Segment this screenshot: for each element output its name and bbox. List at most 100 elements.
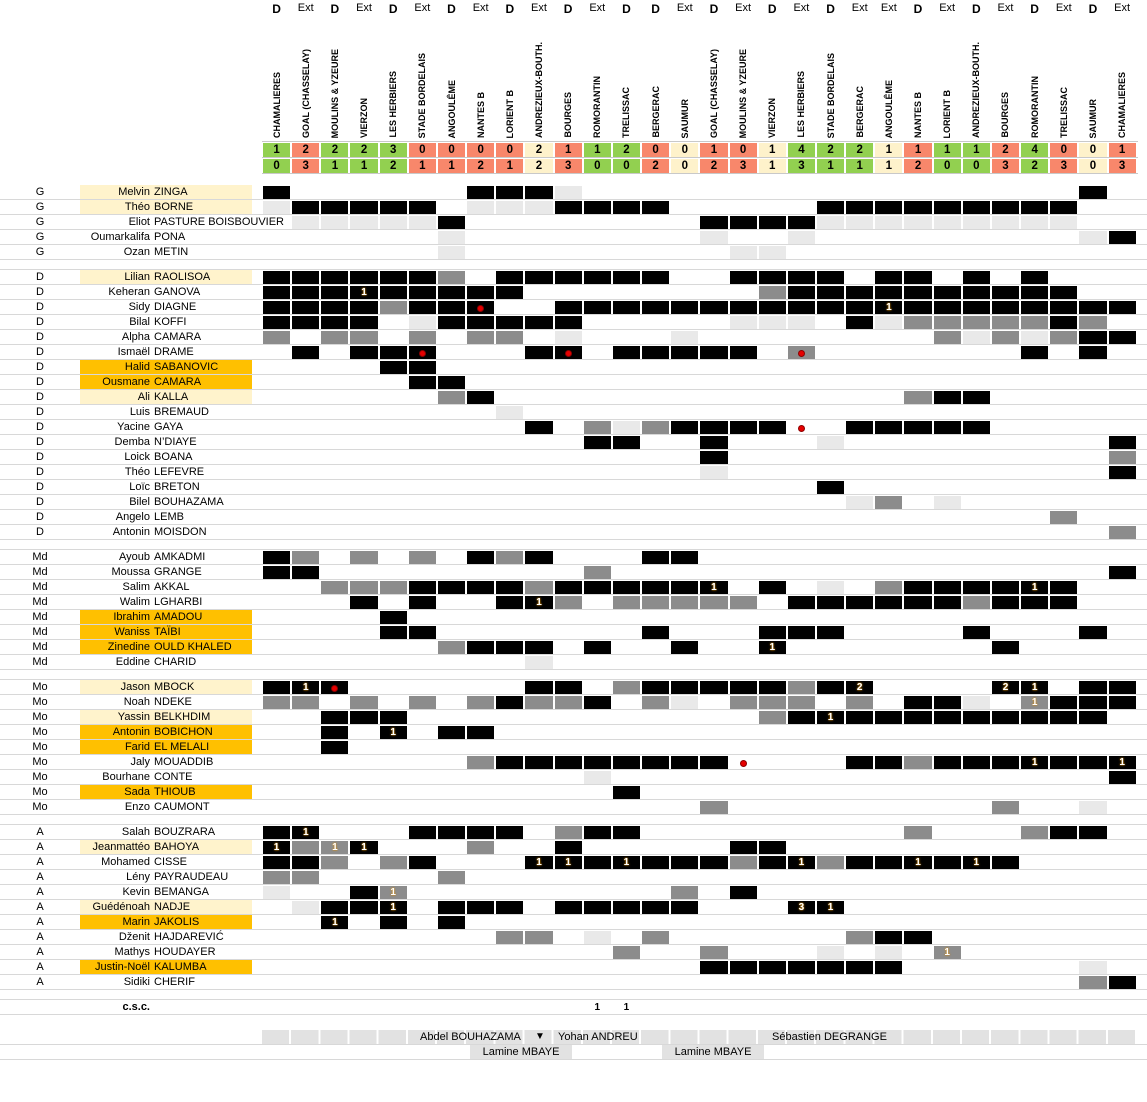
opponent-name-24[interactable]: LORIENT B (933, 18, 962, 140)
player-name[interactable]: Enzo CAUMONT (80, 800, 252, 814)
score_for-16[interactable]: 1 (699, 142, 728, 157)
score_against-29[interactable]: 0 (1078, 158, 1107, 173)
score_for-11[interactable]: 1 (554, 142, 583, 157)
score_against-27[interactable]: 2 (1020, 158, 1049, 173)
player-name[interactable]: Antonin MOISDON (80, 525, 252, 539)
player-name[interactable]: Mathys HOUDAYER (80, 945, 252, 959)
opponent-name-1[interactable]: CHAMALIERES (262, 18, 291, 140)
opponent-name-9[interactable]: LORIENT B (495, 18, 524, 140)
score_against-10[interactable]: 2 (524, 158, 553, 173)
player-name[interactable]: Ayoub AMKADMI (80, 550, 252, 564)
opponent-name-4[interactable]: VIERZON (349, 18, 378, 140)
score_for-8[interactable]: 0 (466, 142, 495, 157)
opponent-name-29[interactable]: SAUMUR (1078, 18, 1107, 140)
player-name[interactable]: Alpha CAMARA (80, 330, 252, 344)
player-name[interactable]: Noah NDEKE (80, 695, 252, 709)
score_against-12[interactable]: 0 (583, 158, 612, 173)
score_for-30[interactable]: 1 (1108, 142, 1137, 157)
player-name[interactable]: Moussa GRANGE (80, 565, 252, 579)
opponent-name-26[interactable]: BOURGES (991, 18, 1020, 140)
player-name[interactable]: Lilian RAOLISOA (80, 270, 252, 284)
player-name[interactable]: Bourhane CONTE (80, 770, 252, 784)
player-name[interactable]: Eddine CHARID (80, 655, 252, 669)
score_for-9[interactable]: 0 (495, 142, 524, 157)
player-name[interactable]: Walim LGHARBI (80, 595, 252, 609)
player-name[interactable]: Mohamed CISSE (80, 855, 252, 869)
opponent-name-8[interactable]: NANTES B (466, 18, 495, 140)
score_for-7[interactable]: 0 (437, 142, 466, 157)
score_for-13[interactable]: 2 (612, 142, 641, 157)
score_against-19[interactable]: 3 (787, 158, 816, 173)
opponent-name-11[interactable]: BOURGES (554, 18, 583, 140)
coach-name-3[interactable]: Sébastien DEGRANGE (772, 1031, 887, 1043)
score_for-14[interactable]: 0 (641, 142, 670, 157)
opponent-name-18[interactable]: VIERZON (758, 18, 787, 140)
opponent-name-22[interactable]: ANGOULÊME (874, 18, 903, 140)
player-name[interactable]: Ousmane CAMARA (80, 375, 252, 389)
score_against-18[interactable]: 1 (758, 158, 787, 173)
score_for-19[interactable]: 4 (787, 142, 816, 157)
score_against-15[interactable]: 0 (670, 158, 699, 173)
player-name[interactable]: Ismaël DRAME (80, 345, 252, 359)
player-name[interactable]: Salah BOUZRARA (80, 825, 252, 839)
opponent-name-7[interactable]: ANGOULÊME (437, 18, 466, 140)
player-name[interactable]: Sidiki CHERIF (80, 975, 252, 989)
score_against-13[interactable]: 0 (612, 158, 641, 173)
player-name[interactable]: Jeanmattéo BAHOYA (80, 840, 252, 854)
player-name[interactable]: Demba N’DIAYE (80, 435, 252, 449)
player-name[interactable]: Salim AKKAL (80, 580, 252, 594)
score_against-4[interactable]: 1 (349, 158, 378, 173)
score_for-17[interactable]: 0 (729, 142, 758, 157)
opponent-name-30[interactable]: CHAMALIERES (1108, 18, 1137, 140)
score_against-2[interactable]: 3 (291, 158, 320, 173)
score_against-30[interactable]: 3 (1108, 158, 1137, 173)
score_against-5[interactable]: 2 (379, 158, 408, 173)
score_for-18[interactable]: 1 (758, 142, 787, 157)
coach-name-1[interactable]: Abdel BOUHAZAMA (420, 1031, 521, 1043)
score_for-23[interactable]: 1 (903, 142, 932, 157)
opponent-name-19[interactable]: LES HERBIERS (787, 18, 816, 140)
player-name[interactable]: Ibrahim AMADOU (80, 610, 252, 624)
opponent-name-28[interactable]: TRELISSAC (1049, 18, 1078, 140)
player-name[interactable]: Ali KALLA (80, 390, 252, 404)
player-name[interactable]: Bilel BOUHAZAMA (80, 495, 252, 509)
score_for-10[interactable]: 2 (524, 142, 553, 157)
score_against-9[interactable]: 1 (495, 158, 524, 173)
opponent-name-16[interactable]: GOAL (CHASSELAY) (699, 18, 728, 140)
score_against-7[interactable]: 1 (437, 158, 466, 173)
score_against-6[interactable]: 1 (408, 158, 437, 173)
opponent-name-6[interactable]: STADE BORDELAIS (408, 18, 437, 140)
score_against-25[interactable]: 0 (962, 158, 991, 173)
score_for-5[interactable]: 3 (379, 142, 408, 157)
player-name[interactable]: Sada THIOUB (80, 785, 252, 799)
player-name[interactable]: Keheran GANOVA (80, 285, 252, 299)
player-name[interactable]: Kevin BEMANGA (80, 885, 252, 899)
player-name[interactable]: Eliot PASTURE BOISBOUVIER (80, 215, 284, 229)
player-name[interactable]: Farid EL MELALI (80, 740, 252, 754)
score_for-25[interactable]: 1 (962, 142, 991, 157)
assistant-coach-1[interactable]: Lamine MBAYE (470, 1045, 572, 1059)
player-name[interactable]: Melvin ZINGA (80, 185, 252, 199)
score_for-28[interactable]: 0 (1049, 142, 1078, 157)
score_against-11[interactable]: 3 (554, 158, 583, 173)
player-name[interactable]: Sidy DIAGNE (80, 300, 252, 314)
player-name[interactable]: Jason MBOCK (80, 680, 252, 694)
player-name[interactable]: Ozan METIN (80, 245, 252, 259)
score_for-12[interactable]: 1 (583, 142, 612, 157)
opponent-name-3[interactable]: MOULINS & YZEURE (320, 18, 349, 140)
player-name[interactable]: Théo LEFEVRE (80, 465, 252, 479)
opponent-name-21[interactable]: BERGERAC (845, 18, 874, 140)
player-name[interactable]: Bilal KOFFI (80, 315, 252, 329)
opponent-name-5[interactable]: LES HERBIERS (379, 18, 408, 140)
opponent-name-12[interactable]: ROMORANTIN (583, 18, 612, 140)
score_for-1[interactable]: 1 (262, 142, 291, 157)
opponent-name-10[interactable]: ANDREZIEUX-BOUTH. (524, 18, 553, 140)
player-name[interactable]: Marin JAKOLIS (80, 915, 252, 929)
player-name[interactable]: Angelo LEMB (80, 510, 252, 524)
coach-name-2[interactable]: Yohan ANDREU (558, 1031, 638, 1043)
score_against-24[interactable]: 0 (933, 158, 962, 173)
score_against-1[interactable]: 0 (262, 158, 291, 173)
opponent-name-27[interactable]: ROMORANTIN (1020, 18, 1049, 140)
player-name[interactable]: Dženit HAJDAREVIĆ (80, 930, 252, 944)
score_against-21[interactable]: 1 (845, 158, 874, 173)
